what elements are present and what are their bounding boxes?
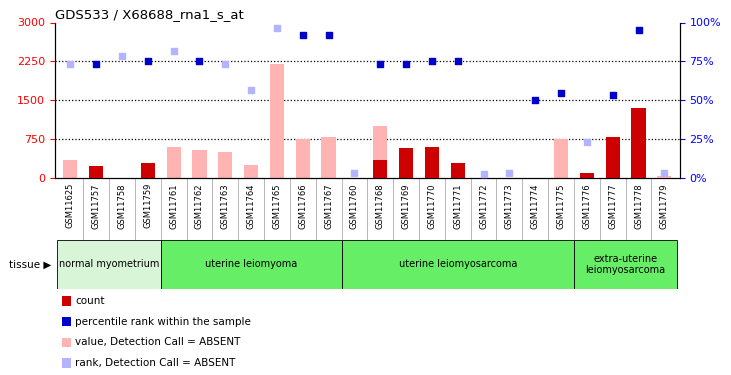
Bar <box>58 240 161 289</box>
Point <box>555 90 567 96</box>
Text: GSM11767: GSM11767 <box>324 183 333 229</box>
Bar <box>373 160 387 178</box>
Text: rank, Detection Call = ABSENT: rank, Detection Call = ABSENT <box>75 358 235 368</box>
Bar <box>322 136 336 178</box>
Point <box>219 61 231 67</box>
Text: GSM11776: GSM11776 <box>583 183 591 229</box>
Bar <box>161 240 341 289</box>
Bar <box>140 163 155 178</box>
Point <box>632 27 644 33</box>
Text: GSM11757: GSM11757 <box>91 183 101 229</box>
Point <box>477 171 489 177</box>
Text: GSM11766: GSM11766 <box>298 183 307 229</box>
Text: GSM11763: GSM11763 <box>221 183 230 229</box>
Bar <box>605 136 620 178</box>
Text: uterine leiomyosarcoma: uterine leiomyosarcoma <box>398 260 517 269</box>
Text: normal myometrium: normal myometrium <box>59 260 159 269</box>
Text: uterine leiomyoma: uterine leiomyoma <box>205 260 298 269</box>
Text: GSM11770: GSM11770 <box>428 183 436 229</box>
Bar <box>270 64 284 178</box>
Bar <box>295 139 310 178</box>
Point <box>91 61 102 67</box>
Bar <box>580 173 594 178</box>
Text: GSM11625: GSM11625 <box>66 183 75 228</box>
Bar <box>192 150 207 178</box>
Point <box>116 53 128 59</box>
Bar <box>63 160 77 178</box>
Text: GDS533 / X68688_rna1_s_at: GDS533 / X68688_rna1_s_at <box>55 8 243 21</box>
Point <box>297 33 308 39</box>
Text: percentile rank within the sample: percentile rank within the sample <box>75 317 251 327</box>
Bar <box>632 108 645 178</box>
Point <box>323 33 335 39</box>
Text: GSM11773: GSM11773 <box>505 183 514 229</box>
Bar <box>574 240 677 289</box>
Point <box>607 92 618 98</box>
Text: GSM11778: GSM11778 <box>634 183 643 229</box>
Text: GSM11779: GSM11779 <box>660 183 669 229</box>
Point <box>504 170 515 176</box>
Bar <box>554 139 568 178</box>
Text: GSM11775: GSM11775 <box>556 183 566 229</box>
Text: GSM11765: GSM11765 <box>273 183 281 229</box>
Text: value, Detection Call = ABSENT: value, Detection Call = ABSENT <box>75 338 240 347</box>
Point <box>142 58 154 64</box>
Text: GSM11760: GSM11760 <box>350 183 359 229</box>
Bar <box>218 152 232 178</box>
Point <box>246 87 257 93</box>
Point <box>452 58 463 64</box>
Point <box>374 61 386 67</box>
Text: GSM11764: GSM11764 <box>246 183 256 229</box>
Text: tissue ▶: tissue ▶ <box>9 260 51 269</box>
Point <box>349 170 360 176</box>
Bar <box>657 176 672 178</box>
Text: extra-uterine
leiomyosarcoma: extra-uterine leiomyosarcoma <box>586 254 666 275</box>
Text: count: count <box>75 296 105 306</box>
Point <box>194 58 205 64</box>
Point <box>64 61 76 67</box>
Text: GSM11761: GSM11761 <box>169 183 178 229</box>
Text: GSM11777: GSM11777 <box>608 183 617 229</box>
Point <box>168 48 180 54</box>
Point <box>581 139 593 145</box>
Point <box>426 58 438 64</box>
Text: GSM11771: GSM11771 <box>453 183 462 229</box>
Text: GSM11774: GSM11774 <box>531 183 539 229</box>
Text: GSM11759: GSM11759 <box>143 183 152 228</box>
Text: GSM11758: GSM11758 <box>118 183 126 229</box>
Text: GSM11769: GSM11769 <box>401 183 411 229</box>
Bar <box>399 148 413 178</box>
Point <box>659 170 670 176</box>
Text: GSM11768: GSM11768 <box>376 183 385 229</box>
Bar <box>373 126 387 178</box>
Bar <box>425 147 439 178</box>
Bar <box>89 166 103 178</box>
Point <box>529 98 541 104</box>
Bar <box>167 147 181 178</box>
Point <box>271 25 283 31</box>
Bar <box>450 163 465 178</box>
Bar <box>244 165 258 178</box>
Bar <box>341 240 574 289</box>
Point <box>400 61 412 67</box>
Text: GSM11762: GSM11762 <box>195 183 204 229</box>
Text: GSM11772: GSM11772 <box>479 183 488 229</box>
